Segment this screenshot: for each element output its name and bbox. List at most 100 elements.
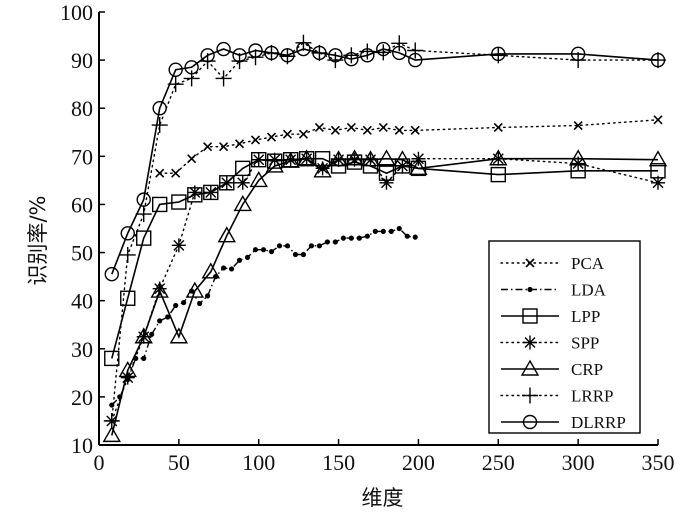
data-point <box>568 149 588 166</box>
series-dlrrp <box>104 41 666 282</box>
data-point <box>244 254 251 260</box>
data-point <box>340 235 346 241</box>
data-point <box>181 299 187 306</box>
data-point <box>171 238 186 253</box>
data-point <box>394 125 404 135</box>
legend-item-lpp: LPP <box>501 307 600 326</box>
data-point <box>650 52 666 68</box>
legend-label: DLRRP <box>571 413 626 432</box>
data-point <box>228 266 235 272</box>
data-point <box>248 43 263 58</box>
data-point <box>136 230 152 246</box>
data-point <box>393 150 412 167</box>
data-point <box>308 243 315 249</box>
data-point <box>103 412 120 429</box>
legend-item-spp: SPP <box>500 334 599 353</box>
y-tick-label: 50 <box>71 241 93 266</box>
axes: 10 20 30 40 50 60 70 80 90 100 0 50 100 150 200 250 300… <box>60 0 675 475</box>
series-line-pca <box>158 119 659 174</box>
data-point <box>235 160 251 177</box>
y-tick-label: 80 <box>71 96 93 121</box>
series-line-lda <box>111 227 416 406</box>
data-point <box>165 314 171 320</box>
data-point <box>187 185 202 200</box>
data-point <box>171 194 187 210</box>
data-point <box>197 300 203 307</box>
data-point <box>152 101 167 116</box>
data-point <box>328 48 343 63</box>
data-point <box>152 281 167 296</box>
data-point <box>149 331 155 337</box>
data-point <box>249 170 268 188</box>
data-point <box>120 290 136 306</box>
data-point <box>280 48 295 63</box>
data-point <box>187 154 197 164</box>
legend-item-pca: PCA <box>500 254 605 273</box>
series-lda <box>109 225 418 408</box>
data-point <box>378 122 388 133</box>
legend-label: LPP <box>571 307 600 326</box>
data-point <box>281 151 300 168</box>
data-point <box>407 42 424 59</box>
data-point <box>252 247 259 253</box>
data-point <box>391 35 408 52</box>
data-point <box>408 52 423 68</box>
data-point <box>234 139 245 149</box>
data-point <box>491 46 506 62</box>
plot-area <box>102 34 668 443</box>
data-point <box>183 70 200 87</box>
data-point <box>283 152 298 167</box>
data-point <box>265 156 284 173</box>
data-point <box>268 248 275 255</box>
x-tick-label: 200 <box>402 450 435 475</box>
data-point <box>347 152 362 167</box>
y-tick-label: 70 <box>71 144 93 169</box>
data-point <box>119 246 136 263</box>
data-point <box>296 41 311 57</box>
data-point <box>118 361 137 378</box>
legend-item-dlrrp: DLRRP <box>501 413 626 432</box>
data-point <box>380 228 386 234</box>
data-point <box>316 243 323 249</box>
data-point <box>155 168 165 178</box>
data-point <box>648 150 668 167</box>
data-point <box>490 166 506 183</box>
data-point <box>236 257 243 263</box>
data-point <box>169 327 189 344</box>
data-point <box>151 196 168 213</box>
data-point <box>329 150 348 167</box>
y-tick-label: 40 <box>71 289 93 314</box>
data-point <box>266 132 277 142</box>
data-point <box>361 150 380 167</box>
data-point <box>356 235 362 241</box>
legend-item-lrrp: LRRP <box>500 387 614 406</box>
data-point <box>489 149 508 166</box>
series-line-crp <box>111 157 659 436</box>
data-point <box>346 122 356 133</box>
x-tick-label: 0 <box>94 450 105 475</box>
data-point <box>260 247 267 253</box>
data-point <box>104 350 120 367</box>
x-tick-label: 150 <box>322 450 355 475</box>
data-point <box>313 161 332 178</box>
data-point <box>372 228 378 234</box>
data-point <box>267 152 282 167</box>
legend-item-lda: LDA <box>501 281 607 300</box>
data-point <box>219 175 234 190</box>
data-point <box>379 175 394 190</box>
x-tick-label: 350 <box>642 450 675 475</box>
legend-label: LDA <box>571 281 607 300</box>
legend-marker-plus <box>522 387 538 404</box>
legend-marker-x <box>525 258 535 268</box>
x-tick-label: 300 <box>562 450 595 475</box>
data-point <box>344 51 359 67</box>
y-tick-label: 100 <box>60 0 93 25</box>
data-point <box>493 122 503 133</box>
data-point <box>157 318 163 324</box>
data-point <box>292 251 299 258</box>
data-point <box>235 175 250 190</box>
y-tick-label: 90 <box>71 48 93 73</box>
y-ticks: 10 20 30 40 50 60 70 80 90 100 <box>60 0 105 458</box>
data-point <box>409 158 428 176</box>
data-point <box>324 239 330 245</box>
